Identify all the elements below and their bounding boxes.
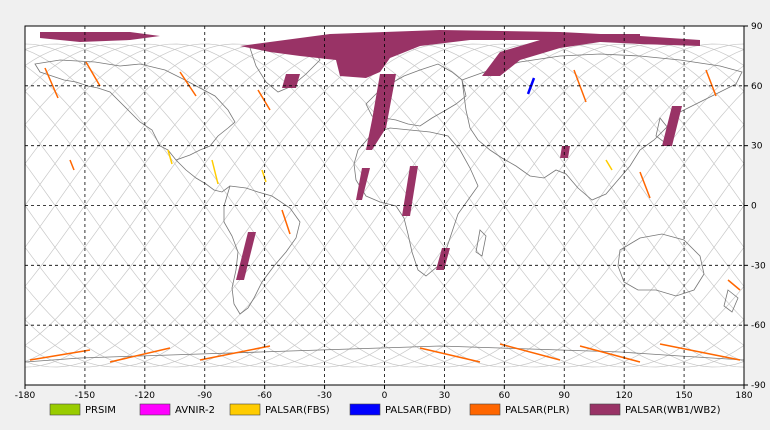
latitude-tick-label: 30 bbox=[751, 142, 763, 152]
legend-item: PALSAR(WB1/WB2) bbox=[589, 403, 721, 416]
plr-seg bbox=[419, 347, 481, 363]
latitude-tick-label: 90 bbox=[751, 22, 763, 32]
plr-seg bbox=[281, 209, 291, 235]
legend-swatch bbox=[589, 403, 621, 416]
longitude-tick-label: -120 bbox=[135, 391, 156, 401]
plr-seg bbox=[705, 69, 717, 97]
latitude-tick-label: -30 bbox=[751, 261, 766, 271]
plr-segments bbox=[29, 61, 741, 363]
plr-seg bbox=[29, 349, 91, 361]
central-america-outline bbox=[175, 159, 231, 193]
plr-seg bbox=[109, 347, 171, 363]
legend-swatch bbox=[49, 403, 81, 416]
latitude-tick-label: -60 bbox=[751, 321, 766, 331]
orbit-track-line bbox=[24, 43, 745, 368]
wb-greenland-strip bbox=[282, 74, 300, 88]
fbs-seg bbox=[167, 149, 173, 165]
legend: PRSIM AVNIR-2 PALSAR(FBS) PALSAR(FBD) PALSAR… bbox=[49, 403, 721, 416]
plr-seg bbox=[199, 345, 271, 361]
fbs-segments bbox=[167, 149, 613, 185]
longitude-tick-label: -90 bbox=[197, 391, 212, 401]
latitude-labels: 90 60 30 0 -30 -60 -90 bbox=[744, 22, 766, 391]
longitude-tick-label: -180 bbox=[15, 391, 36, 401]
legend-label: PALSAR(FBD) bbox=[385, 405, 451, 416]
latitude-tick-label: 60 bbox=[751, 82, 763, 92]
longitude-tick-label: 60 bbox=[499, 391, 511, 401]
legend-item: AVNIR-2 bbox=[139, 403, 215, 416]
wb-asia-strip bbox=[662, 106, 682, 146]
plr-seg bbox=[639, 171, 651, 199]
south-america-outline bbox=[223, 185, 301, 315]
wb-arctic-arc bbox=[240, 30, 700, 78]
legend-label: PALSAR(WB1/WB2) bbox=[625, 405, 721, 416]
wb-swaths bbox=[40, 30, 700, 280]
new-zealand-outline bbox=[723, 289, 739, 313]
fbs-seg bbox=[211, 159, 219, 185]
plr-seg bbox=[727, 279, 741, 291]
longitude-labels: -180 -150 -120 -90 -60 -30 0 30 60 90 120 150 180 bbox=[15, 385, 753, 401]
longitude-tick-label: -30 bbox=[317, 391, 332, 401]
latitude-tick-label: 0 bbox=[751, 202, 757, 212]
plr-seg bbox=[499, 343, 561, 361]
wb-south-africa-strip bbox=[436, 248, 450, 270]
longitude-tick-label: 0 bbox=[382, 391, 388, 401]
legend-item: PALSAR(PLR) bbox=[469, 403, 570, 416]
wb-africa-strip bbox=[402, 166, 418, 216]
legend-swatch bbox=[229, 403, 261, 416]
antarctica-outline bbox=[24, 345, 745, 363]
longitude-tick-label: -150 bbox=[75, 391, 96, 401]
legend-swatch bbox=[469, 403, 501, 416]
wb-atlantic-strip bbox=[366, 74, 396, 150]
legend-item: PRSIM bbox=[49, 403, 116, 416]
legend-item: PALSAR(FBD) bbox=[349, 403, 451, 416]
plr-seg bbox=[579, 345, 641, 363]
legend-item: PALSAR(FBS) bbox=[229, 403, 330, 416]
orbit-track-line bbox=[24, 43, 745, 368]
longitude-tick-label: 90 bbox=[559, 391, 571, 401]
legend-swatch bbox=[349, 403, 381, 416]
fbs-seg bbox=[261, 169, 267, 183]
wb-top-left bbox=[40, 32, 160, 42]
legend-label: PALSAR(PLR) bbox=[505, 405, 570, 416]
legend-label: PALSAR(FBS) bbox=[265, 405, 330, 416]
wb-india-strip bbox=[560, 146, 570, 158]
plr-seg bbox=[69, 159, 75, 171]
legend-swatch bbox=[139, 403, 171, 416]
longitude-tick-label: -60 bbox=[257, 391, 272, 401]
fbs-seg bbox=[605, 159, 613, 171]
australia-outline bbox=[617, 233, 705, 297]
europe-outline bbox=[365, 63, 467, 127]
plr-seg bbox=[257, 89, 271, 111]
longitude-tick-label: 150 bbox=[675, 391, 692, 401]
legend-label: AVNIR-2 bbox=[175, 405, 215, 416]
plr-seg bbox=[44, 67, 59, 99]
plr-seg bbox=[179, 71, 197, 97]
longitude-tick-label: 30 bbox=[439, 391, 451, 401]
plr-seg bbox=[85, 61, 101, 87]
latitude-tick-label: -90 bbox=[751, 381, 766, 391]
plr-seg bbox=[659, 343, 741, 361]
wb-south-america-strip bbox=[236, 232, 256, 280]
longitude-tick-label: 180 bbox=[735, 391, 752, 401]
madagascar-outline bbox=[475, 229, 487, 257]
wb-west-africa-strip bbox=[356, 168, 370, 200]
longitude-tick-label: 120 bbox=[616, 391, 633, 401]
legend-label: PRSIM bbox=[85, 405, 116, 416]
